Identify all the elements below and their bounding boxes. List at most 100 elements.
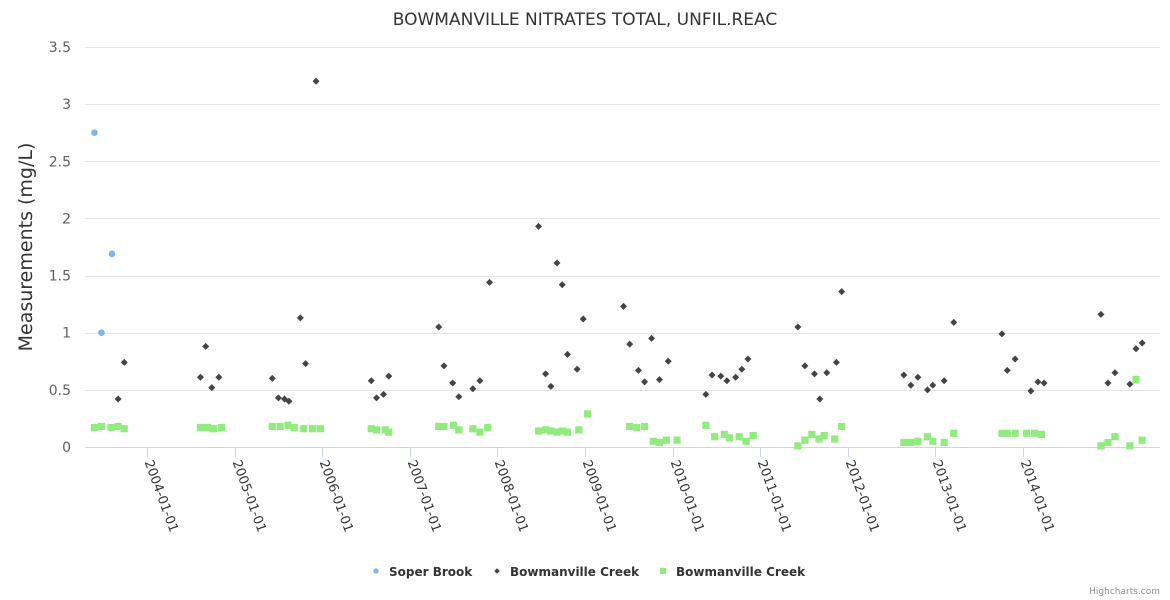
data-point-diamond[interactable] (723, 377, 731, 385)
legend-label[interactable]: Bowmanville Creek (676, 565, 806, 579)
data-point-diamond[interactable] (215, 373, 223, 381)
data-point-diamond[interactable] (648, 334, 656, 342)
data-point-diamond[interactable] (1111, 369, 1119, 377)
data-point-diamond[interactable] (553, 259, 561, 267)
data-point-diamond[interactable] (634, 366, 642, 374)
data-point-diamond[interactable] (738, 365, 746, 373)
data-point-square[interactable] (838, 422, 846, 431)
data-point-diamond[interactable] (274, 394, 282, 402)
data-point-square[interactable] (640, 422, 649, 431)
data-point-square[interactable] (702, 421, 710, 429)
data-point-square[interactable] (794, 442, 802, 450)
data-point-diamond[interactable] (202, 342, 210, 350)
data-point-square[interactable] (196, 423, 205, 432)
data-point-square[interactable] (284, 421, 292, 429)
data-point-diamond[interactable] (708, 371, 716, 379)
data-point-square[interactable] (655, 438, 664, 447)
data-point-diamond[interactable] (120, 358, 128, 366)
data-point-diamond[interactable] (1132, 345, 1140, 353)
legend-item-1[interactable]: Bowmanville Creek (494, 565, 640, 579)
data-point-square[interactable] (97, 422, 106, 431)
data-point-diamond[interactable] (626, 340, 634, 348)
data-point-diamond[interactable] (900, 371, 908, 379)
data-point-diamond[interactable] (811, 370, 819, 378)
data-point-square[interactable] (1138, 436, 1146, 444)
data-point-circle[interactable] (91, 129, 98, 137)
data-point-diamond[interactable] (449, 379, 457, 387)
data-point-diamond[interactable] (1104, 379, 1112, 387)
data-point-diamond[interactable] (816, 395, 824, 403)
data-point-square[interactable] (801, 436, 809, 444)
data-point-diamond[interactable] (563, 350, 571, 358)
data-point-square[interactable] (720, 430, 728, 439)
data-point-square[interactable] (209, 425, 218, 433)
data-point-square[interactable] (1003, 429, 1011, 437)
data-point-square[interactable] (584, 410, 592, 418)
data-point-diamond[interactable] (302, 360, 310, 368)
data-point-square[interactable] (907, 438, 915, 447)
data-point-circle[interactable] (98, 329, 105, 337)
data-point-square[interactable] (385, 428, 393, 436)
data-point-square[interactable] (1111, 433, 1119, 441)
data-point-diamond[interactable] (573, 365, 581, 373)
data-point-square[interactable] (217, 423, 226, 432)
data-point-circle[interactable] (108, 250, 116, 258)
data-point-diamond[interactable] (823, 369, 831, 377)
data-point-square[interactable] (316, 425, 325, 433)
data-point-diamond[interactable] (579, 315, 587, 323)
data-point-square[interactable] (1022, 429, 1031, 437)
legend-symbol-circle-icon[interactable] (373, 568, 379, 574)
data-point-diamond[interactable] (1011, 355, 1019, 363)
legend-symbol-square-icon[interactable] (659, 567, 667, 575)
data-point-square[interactable] (820, 431, 828, 440)
data-point-square[interactable] (950, 429, 958, 437)
legend-label[interactable]: Soper Brook (389, 565, 473, 579)
data-point-square[interactable] (276, 422, 284, 431)
legend-symbol-diamond-icon[interactable] (494, 568, 500, 574)
data-point-diamond[interactable] (535, 222, 543, 230)
data-point-diamond[interactable] (469, 385, 477, 393)
data-point-square[interactable] (929, 437, 937, 445)
data-point-diamond[interactable] (486, 278, 494, 286)
data-point-diamond[interactable] (702, 390, 710, 398)
data-point-square[interactable] (308, 425, 317, 433)
data-point-diamond[interactable] (1126, 380, 1134, 388)
data-point-diamond[interactable] (907, 381, 915, 389)
data-point-square[interactable] (1011, 429, 1019, 437)
data-point-square[interactable] (1037, 430, 1045, 439)
data-point-square[interactable] (558, 427, 566, 435)
data-point-diamond[interactable] (732, 373, 740, 381)
data-point-diamond[interactable] (558, 281, 566, 289)
data-point-diamond[interactable] (208, 384, 216, 392)
data-point-square[interactable] (914, 437, 922, 445)
data-point-square[interactable] (563, 428, 572, 436)
data-point-square[interactable] (367, 425, 375, 433)
data-point-square[interactable] (725, 434, 734, 442)
data-point-square[interactable] (575, 426, 583, 434)
data-point-diamond[interactable] (794, 323, 802, 331)
data-point-square[interactable] (484, 423, 492, 432)
legend-label[interactable]: Bowmanville Creek (510, 565, 640, 579)
data-point-diamond[interactable] (620, 302, 628, 310)
data-point-diamond[interactable] (832, 358, 840, 366)
legend-item-2[interactable]: Bowmanville Creek (659, 565, 806, 579)
data-point-square[interactable] (1132, 375, 1140, 384)
data-point-square[interactable] (998, 429, 1006, 437)
data-point-diamond[interactable] (380, 390, 388, 398)
data-point-diamond[interactable] (1027, 387, 1035, 395)
data-point-square[interactable] (541, 426, 550, 434)
data-point-square[interactable] (923, 433, 932, 441)
data-point-diamond[interactable] (435, 323, 443, 331)
data-point-square[interactable] (662, 436, 671, 444)
data-point-square[interactable] (1030, 429, 1038, 437)
data-point-square[interactable] (711, 433, 719, 441)
data-point-diamond[interactable] (1040, 379, 1048, 387)
data-point-square[interactable] (749, 431, 757, 440)
data-point-square[interactable] (534, 427, 543, 435)
data-point-diamond[interactable] (998, 330, 1006, 338)
data-point-square[interactable] (203, 423, 212, 432)
data-point-square[interactable] (450, 421, 458, 429)
data-point-square[interactable] (120, 425, 128, 433)
data-point-diamond[interactable] (744, 355, 752, 363)
data-point-square[interactable] (1097, 442, 1105, 450)
